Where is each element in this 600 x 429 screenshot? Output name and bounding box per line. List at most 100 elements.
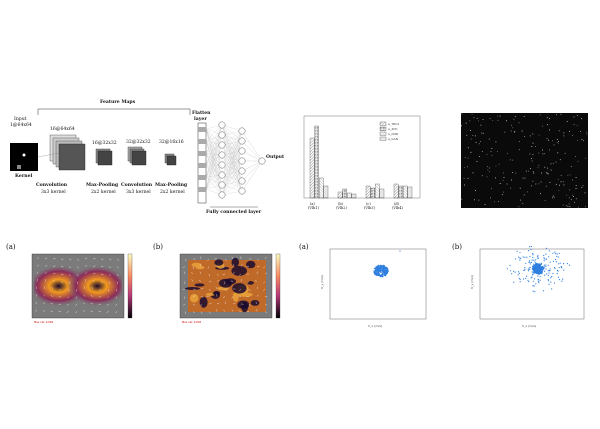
panel-label-c3: (a) bbox=[299, 243, 309, 251]
noise-pixel bbox=[575, 187, 577, 189]
noise-pixel bbox=[522, 177, 524, 179]
noise-pixel bbox=[568, 197, 570, 199]
noise-pixel bbox=[553, 144, 555, 146]
scatter-point bbox=[379, 274, 382, 277]
velocity-arrow bbox=[52, 272, 56, 275]
bar bbox=[375, 183, 380, 199]
velocity-arrow bbox=[215, 286, 218, 290]
noise-pixel bbox=[534, 146, 536, 147]
noise-pixel bbox=[566, 121, 568, 122]
scatter-point bbox=[543, 264, 545, 266]
scatter-point bbox=[387, 270, 389, 272]
velocity-arrow bbox=[52, 279, 55, 282]
scatter-point bbox=[377, 264, 380, 267]
stage3-name: Convolution bbox=[121, 183, 153, 188]
scatter-point bbox=[563, 269, 565, 271]
scatter-point bbox=[511, 273, 513, 275]
scatter-point bbox=[529, 263, 531, 265]
velocity-arrow bbox=[184, 271, 186, 275]
velocity-arrow bbox=[92, 265, 96, 267]
scatter-point bbox=[534, 261, 536, 263]
velocity-arrow bbox=[216, 280, 220, 282]
scatter-point bbox=[539, 275, 541, 278]
noise-pixel bbox=[542, 125, 544, 127]
scatter-point bbox=[529, 268, 531, 271]
noise-pixel bbox=[573, 196, 574, 197]
velocity-arrow bbox=[58, 296, 62, 298]
velocity-arrow bbox=[199, 264, 202, 267]
bar bbox=[319, 177, 324, 199]
noise-pixel bbox=[531, 160, 533, 162]
noise-pixel bbox=[581, 139, 583, 140]
scatter-point bbox=[549, 268, 551, 270]
flatten-label-2: layer bbox=[194, 117, 207, 122]
velocity-arrow bbox=[92, 279, 95, 282]
velocity-arrow bbox=[264, 256, 267, 260]
bar bbox=[342, 188, 347, 199]
noise-pixel bbox=[533, 172, 535, 174]
bar bbox=[347, 192, 352, 199]
velocity-arrow bbox=[84, 286, 86, 290]
noise-pixel bbox=[524, 136, 525, 137]
noise-pixel bbox=[512, 159, 514, 161]
velocity-arrow bbox=[35, 294, 38, 297]
velocity-arrow bbox=[107, 296, 110, 299]
noise-pixel bbox=[506, 152, 508, 154]
velocity-arrow bbox=[255, 301, 258, 305]
noise-pixel bbox=[532, 180, 534, 182]
scatter-point bbox=[551, 288, 553, 290]
legend-swatch bbox=[379, 121, 387, 126]
noise-pixel bbox=[522, 203, 524, 204]
field-blob bbox=[194, 283, 205, 287]
scatter-point bbox=[376, 272, 378, 275]
noise-pixel bbox=[492, 120, 494, 121]
scatter-point bbox=[548, 256, 550, 258]
noise-pixel bbox=[546, 172, 547, 174]
field-blob bbox=[199, 296, 208, 308]
noise-pixel bbox=[499, 115, 501, 117]
noise-pixel bbox=[572, 135, 573, 136]
fc-neuron bbox=[218, 181, 226, 189]
noise-pixel bbox=[577, 115, 578, 116]
scatter-point bbox=[384, 268, 386, 270]
velocity-arrow bbox=[262, 266, 266, 269]
bar bbox=[398, 185, 403, 199]
scatter-point bbox=[561, 267, 563, 269]
noise-pixel bbox=[480, 124, 482, 126]
noise-pixel bbox=[489, 171, 490, 173]
noise-pixel bbox=[503, 191, 505, 193]
velocity-arrow bbox=[224, 258, 227, 262]
scatter-point bbox=[531, 261, 533, 264]
noise-pixel bbox=[558, 130, 560, 132]
noise-pixel bbox=[531, 158, 532, 159]
noise-pixel bbox=[523, 194, 525, 196]
velocity-arrow bbox=[108, 258, 112, 261]
noise-pixel bbox=[518, 149, 520, 151]
velocity-arrow bbox=[231, 296, 234, 299]
noise-pixel bbox=[497, 115, 498, 117]
noise-pixel bbox=[547, 124, 548, 126]
scatter-point bbox=[545, 265, 547, 267]
fc-neuron bbox=[218, 131, 226, 139]
scatter-point bbox=[376, 266, 379, 268]
noise-pixel bbox=[495, 177, 496, 179]
scatter-point bbox=[382, 274, 384, 276]
velocity-arrow bbox=[263, 288, 266, 291]
noise-pixel bbox=[509, 159, 511, 161]
bar bbox=[314, 125, 319, 199]
scatter-point bbox=[513, 281, 515, 283]
legend-label: a_GAN bbox=[388, 137, 398, 141]
noise-pixel bbox=[545, 185, 547, 187]
velocity-arrow bbox=[50, 295, 54, 297]
scatter-point bbox=[535, 283, 537, 285]
scatter-point bbox=[532, 265, 536, 269]
noise-pixel bbox=[482, 119, 484, 120]
velocity-arrow bbox=[184, 281, 186, 284]
noise-pixel bbox=[512, 127, 514, 129]
legend-label: a_2DC bbox=[388, 127, 398, 131]
field-blob bbox=[231, 257, 240, 267]
velocity-arrow bbox=[256, 286, 259, 290]
noise-pixel bbox=[475, 190, 476, 191]
